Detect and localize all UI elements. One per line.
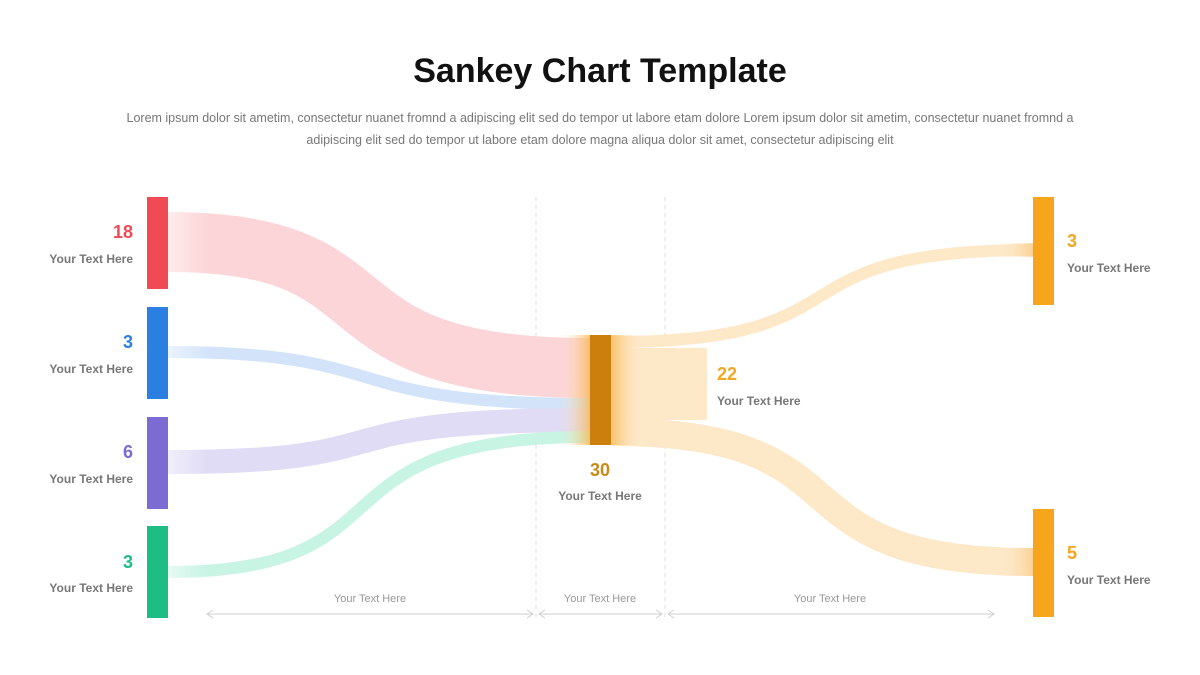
source-3-value: 6 <box>123 442 133 462</box>
span-arrow-1 <box>206 609 534 619</box>
target-1-value: 3 <box>1067 231 1077 251</box>
source-1-label: Your Text Here <box>49 252 133 266</box>
source-1-value: 18 <box>113 222 133 242</box>
center-bar <box>590 335 611 445</box>
target-fade-2 <box>1000 548 1034 576</box>
middle-value: 22 <box>717 364 737 384</box>
flow-source-2 <box>167 346 591 410</box>
source-bar-4 <box>147 526 168 618</box>
span-arrow-2 <box>538 609 663 619</box>
source-2-value: 3 <box>123 332 133 352</box>
middle-label: Your Text Here <box>717 394 801 408</box>
center-glow-left <box>560 335 590 445</box>
flow-source-1 <box>167 212 591 398</box>
page-title: Sankey Chart Template <box>413 52 787 90</box>
flow-target-2 <box>611 418 1035 576</box>
target-1-label: Your Text Here <box>1067 261 1151 275</box>
source-4-value: 3 <box>123 552 133 572</box>
target-fade-1 <box>1000 243 1034 257</box>
span-arrow-3 <box>667 609 995 619</box>
source-fade <box>168 205 208 615</box>
target-2-label: Your Text Here <box>1067 573 1151 587</box>
axis-label-3: Your Text Here <box>794 593 866 605</box>
source-bar-1 <box>147 197 168 289</box>
axis-label-1: Your Text Here <box>334 593 406 605</box>
center-label: Your Text Here <box>558 489 642 503</box>
center-glow-right <box>611 335 643 445</box>
page-subtitle: Lorem ipsum dolor sit ametim, consectetu… <box>126 111 1074 147</box>
target-bar-1 <box>1033 197 1054 305</box>
source-bar-2 <box>147 307 168 399</box>
target-bar-2 <box>1033 509 1054 617</box>
source-3-label: Your Text Here <box>49 472 133 486</box>
flow-target-1 <box>611 244 1035 348</box>
flow-source-3 <box>167 408 591 474</box>
axis-label-2: Your Text Here <box>564 593 636 605</box>
target-2-value: 5 <box>1067 543 1077 563</box>
source-2-label: Your Text Here <box>49 362 133 376</box>
source-4-label: Your Text Here <box>49 581 133 595</box>
flow-source-4 <box>167 431 591 578</box>
center-value: 30 <box>590 460 610 480</box>
source-bar-3 <box>147 417 168 509</box>
